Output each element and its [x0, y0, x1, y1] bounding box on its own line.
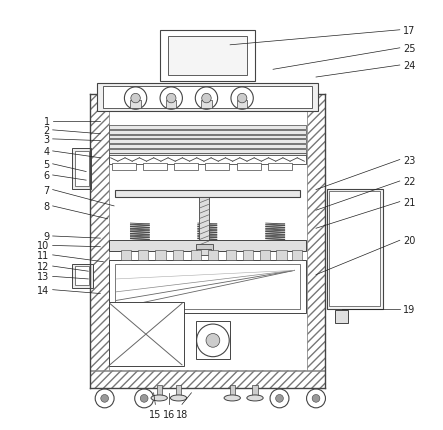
Text: 2: 2	[43, 126, 50, 135]
Bar	[196, 322, 230, 359]
Text: 23: 23	[403, 155, 415, 165]
Circle shape	[131, 94, 140, 104]
Bar	[292, 251, 302, 260]
Bar	[329, 192, 380, 307]
Circle shape	[312, 395, 320, 402]
Bar	[201, 101, 212, 109]
Bar	[109, 302, 184, 366]
Circle shape	[276, 395, 284, 402]
Circle shape	[237, 94, 247, 104]
Bar	[109, 149, 306, 153]
Bar	[109, 154, 306, 158]
Bar	[198, 249, 211, 255]
Circle shape	[140, 395, 148, 402]
Bar	[176, 385, 181, 397]
Bar	[121, 251, 131, 260]
Text: 18: 18	[176, 409, 188, 419]
Bar	[90, 372, 325, 389]
Bar	[226, 251, 236, 260]
Bar	[335, 310, 348, 323]
Text: 17: 17	[403, 26, 415, 36]
Bar	[109, 240, 306, 251]
Circle shape	[202, 94, 211, 104]
Text: 3: 3	[43, 135, 50, 144]
Bar	[112, 163, 136, 170]
Text: 12: 12	[37, 261, 50, 271]
Text: 24: 24	[403, 61, 415, 71]
Bar	[205, 163, 229, 170]
Bar	[268, 163, 292, 170]
Bar	[115, 191, 299, 198]
Ellipse shape	[224, 395, 241, 401]
Bar	[237, 163, 260, 170]
Bar	[174, 163, 198, 170]
Text: 6: 6	[43, 171, 50, 181]
Ellipse shape	[171, 395, 187, 401]
Bar	[237, 101, 247, 109]
Bar	[103, 87, 312, 109]
Bar	[260, 251, 271, 260]
Bar	[229, 385, 235, 397]
Ellipse shape	[151, 395, 167, 401]
Text: 10: 10	[37, 241, 50, 251]
Text: 13: 13	[37, 272, 50, 282]
Text: 19: 19	[403, 304, 415, 314]
Bar	[109, 131, 306, 135]
Bar	[115, 264, 299, 309]
Bar	[155, 251, 166, 260]
Bar	[109, 260, 306, 313]
Bar	[190, 251, 201, 260]
Bar	[143, 163, 167, 170]
Text: 11: 11	[37, 250, 50, 260]
Bar	[109, 145, 306, 148]
Bar	[160, 31, 255, 82]
Text: 25: 25	[403, 44, 415, 54]
Bar	[109, 135, 306, 139]
Bar	[109, 156, 306, 164]
Circle shape	[167, 94, 176, 104]
Text: 22: 22	[403, 177, 415, 187]
Bar	[138, 251, 148, 260]
Text: 8: 8	[43, 201, 50, 212]
Bar	[97, 84, 318, 112]
Bar	[74, 267, 89, 285]
Text: 20: 20	[403, 236, 415, 246]
Ellipse shape	[247, 395, 263, 401]
Text: 16: 16	[163, 409, 175, 419]
Bar	[109, 126, 306, 129]
Bar	[172, 251, 183, 260]
Bar	[243, 251, 253, 260]
Bar	[253, 385, 257, 397]
Text: 5: 5	[43, 160, 50, 169]
Bar	[199, 198, 210, 245]
Bar	[130, 101, 141, 109]
Text: 14: 14	[37, 285, 50, 295]
Text: 4: 4	[43, 147, 50, 157]
Circle shape	[101, 395, 109, 402]
Bar	[196, 244, 213, 250]
Bar	[90, 95, 109, 389]
Text: 7: 7	[43, 185, 50, 195]
Bar	[72, 264, 93, 288]
Bar	[109, 140, 306, 144]
Bar	[74, 152, 89, 186]
Bar	[276, 251, 287, 260]
Bar	[208, 251, 218, 260]
Circle shape	[206, 334, 220, 347]
Text: 1: 1	[43, 117, 50, 126]
Text: 15: 15	[149, 409, 162, 419]
Text: 9: 9	[43, 231, 50, 241]
Bar	[90, 371, 325, 389]
Bar	[307, 95, 325, 389]
Bar	[327, 189, 383, 309]
Bar	[166, 101, 176, 109]
Bar	[168, 37, 247, 76]
Bar	[72, 148, 91, 189]
Bar	[157, 385, 162, 397]
Text: 21: 21	[403, 197, 415, 207]
